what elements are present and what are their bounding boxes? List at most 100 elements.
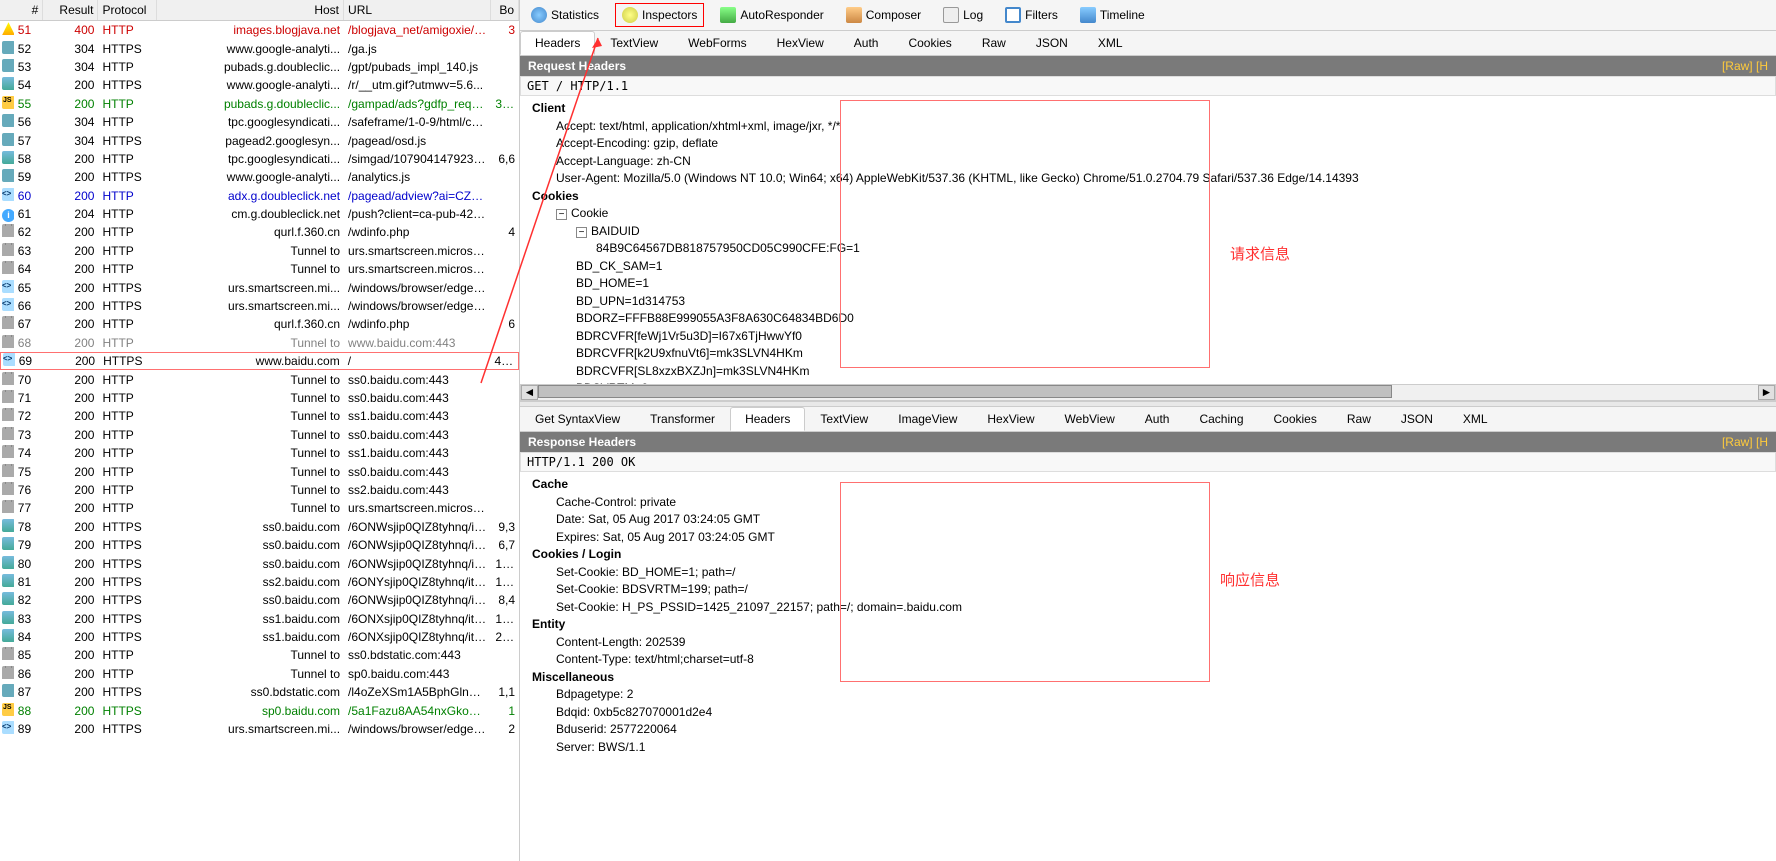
session-row[interactable]: 73200HTTPTunnel toss0.baidu.com:443: [0, 426, 519, 444]
session-row[interactable]: 77200HTTPTunnel tours.smartscreen.micros…: [0, 499, 519, 517]
session-row[interactable]: 56304HTTPtpc.googlesyndicati.../safefram…: [0, 113, 519, 131]
session-row[interactable]: 61204HTTPcm.g.doubleclick.net/push?clien…: [0, 205, 519, 223]
session-protocol: HTTP: [98, 97, 157, 111]
session-row[interactable]: 64200HTTPTunnel tours.smartscreen.micros…: [0, 260, 519, 278]
session-row[interactable]: 85200HTTPTunnel toss0.bdstatic.com:443: [0, 646, 519, 664]
tab-get-syntaxview[interactable]: Get SyntaxView: [520, 407, 635, 431]
tab-raw[interactable]: Raw: [1332, 407, 1386, 431]
lock-icon: [2, 390, 14, 403]
session-row[interactable]: 87200HTTPSss0.bdstatic.com/l4oZeXSm1A5Bp…: [0, 683, 519, 701]
col-host[interactable]: Host: [157, 0, 344, 20]
session-url: /l4oZeXSm1A5BphGlnYG/ic...: [344, 685, 491, 699]
request-headers-content[interactable]: 请求信息 ClientAccept: text/html, applicatio…: [520, 96, 1776, 384]
session-row[interactable]: 68200HTTPTunnel towww.baidu.com:443: [0, 334, 519, 352]
header-link[interactable]: [H: [1756, 435, 1768, 449]
tab-hexview[interactable]: HexView: [972, 407, 1049, 431]
inspectors-button[interactable]: Inspectors: [615, 3, 704, 27]
session-result: 204: [43, 207, 98, 221]
tab-transformer[interactable]: Transformer: [635, 407, 730, 431]
header-link[interactable]: [H: [1756, 59, 1768, 73]
tab-textview[interactable]: TextView: [805, 407, 883, 431]
autoresponder-button[interactable]: AutoResponder: [714, 4, 829, 26]
session-row[interactable]: 54200HTTPSwww.google-analyti.../r/__utm.…: [0, 76, 519, 94]
raw-link[interactable]: [Raw]: [1722, 435, 1753, 449]
session-row[interactable]: 57304HTTPSpagead2.googlesyn.../pagead/os…: [0, 131, 519, 149]
filters-button[interactable]: Filters: [999, 4, 1064, 26]
tab-auth[interactable]: Auth: [839, 31, 894, 55]
scroll-thumb[interactable]: [538, 385, 1392, 398]
session-host: Tunnel to: [157, 336, 344, 350]
tab-headers[interactable]: Headers: [520, 31, 595, 55]
session-row[interactable]: 55200HTTPpubads.g.doubleclic.../gampad/a…: [0, 95, 519, 113]
tab-xml[interactable]: XML: [1448, 407, 1503, 431]
session-protocol: HTTPS: [98, 134, 157, 148]
tab-json[interactable]: JSON: [1386, 407, 1448, 431]
session-protocol: HTTP: [98, 409, 157, 423]
session-row[interactable]: 89200HTTPSurs.smartscreen.mi.../windows/…: [0, 720, 519, 738]
session-row[interactable]: 74200HTTPTunnel toss1.baidu.com:443: [0, 444, 519, 462]
session-row[interactable]: 83200HTTPSss1.baidu.com/6ONXsjip0QIZ8tyh…: [0, 610, 519, 628]
session-row[interactable]: 84200HTTPSss1.baidu.com/6ONXsjip0QIZ8tyh…: [0, 628, 519, 646]
session-row[interactable]: 88200HTTPSsp0.baidu.com/5a1Fazu8AA54nxGk…: [0, 701, 519, 719]
horizontal-scroll[interactable]: ◄ ►: [520, 384, 1776, 401]
session-row[interactable]: 70200HTTPTunnel toss0.baidu.com:443: [0, 370, 519, 388]
session-row[interactable]: 71200HTTPTunnel toss0.baidu.com:443: [0, 389, 519, 407]
session-row[interactable]: 66200HTTPSurs.smartscreen.mi.../windows/…: [0, 297, 519, 315]
statistics-button[interactable]: Statistics: [525, 4, 605, 26]
col-bo[interactable]: Bo: [491, 0, 519, 20]
session-row[interactable]: 69200HTTPSwww.baidu.com/48,5: [0, 352, 519, 370]
session-row[interactable]: 72200HTTPTunnel toss1.baidu.com:443: [0, 407, 519, 425]
session-row[interactable]: 58200HTTPtpc.googlesyndicati.../simgad/1…: [0, 150, 519, 168]
expander-icon[interactable]: −: [556, 209, 567, 220]
session-url: /pagead/adview?ai=CZgP...: [344, 189, 491, 203]
session-row[interactable]: 81200HTTPSss2.baidu.com/6ONYsjip0QIZ8tyh…: [0, 573, 519, 591]
tab-webview[interactable]: WebView: [1050, 407, 1130, 431]
session-row[interactable]: 59200HTTPSwww.google-analyti.../analytic…: [0, 168, 519, 186]
col-url[interactable]: URL: [344, 0, 491, 20]
tab-webforms[interactable]: WebForms: [673, 31, 761, 55]
tab-caching[interactable]: Caching: [1184, 407, 1258, 431]
session-row[interactable]: 53304HTTPpubads.g.doubleclic.../gpt/puba…: [0, 58, 519, 76]
session-row[interactable]: 67200HTTPqurl.f.360.cn/wdinfo.php6: [0, 315, 519, 333]
tab-hexview[interactable]: HexView: [762, 31, 839, 55]
raw-link[interactable]: [Raw]: [1722, 59, 1753, 73]
session-num: 52: [14, 42, 44, 56]
tab-cookies[interactable]: Cookies: [1259, 407, 1332, 431]
session-row[interactable]: 65200HTTPSurs.smartscreen.mi.../windows/…: [0, 278, 519, 296]
session-row[interactable]: 79200HTTPSss0.baidu.com/6ONWsjip0QIZ8tyh…: [0, 536, 519, 554]
scroll-right[interactable]: ►: [1758, 385, 1775, 400]
sessions-list[interactable]: 51400HTTPimages.blogjava.net/blogjava_ne…: [0, 21, 519, 738]
session-row[interactable]: 52304HTTPSwww.google-analyti.../ga.js: [0, 39, 519, 57]
header-line: Server: BWS/1.1: [556, 739, 1768, 757]
timeline-button[interactable]: Timeline: [1074, 4, 1151, 26]
col-num[interactable]: #: [0, 0, 43, 20]
expander-icon[interactable]: −: [576, 227, 587, 238]
session-row[interactable]: 60200HTTPadx.g.doubleclick.net/pagead/ad…: [0, 187, 519, 205]
tab-json[interactable]: JSON: [1021, 31, 1083, 55]
tab-xml[interactable]: XML: [1083, 31, 1138, 55]
session-row[interactable]: 51400HTTPimages.blogjava.net/blogjava_ne…: [0, 21, 519, 39]
col-protocol[interactable]: Protocol: [98, 0, 157, 20]
cookie-key[interactable]: −BAIDUID: [576, 223, 1768, 241]
cookie-node[interactable]: −Cookie: [556, 205, 1768, 223]
session-row[interactable]: 78200HTTPSss0.baidu.com/6ONWsjip0QIZ8tyh…: [0, 518, 519, 536]
log-button[interactable]: Log: [937, 4, 989, 26]
tab-headers[interactable]: Headers: [730, 407, 805, 431]
session-num: 56: [14, 115, 44, 129]
session-row[interactable]: 76200HTTPTunnel toss2.baidu.com:443: [0, 481, 519, 499]
composer-button[interactable]: Composer: [840, 4, 927, 26]
session-row[interactable]: 80200HTTPSss0.baidu.com/6ONWsjip0QIZ8tyh…: [0, 554, 519, 572]
session-row[interactable]: 82200HTTPSss0.baidu.com/6ONWsjip0QIZ8tyh…: [0, 591, 519, 609]
scroll-left[interactable]: ◄: [521, 385, 538, 400]
session-row[interactable]: 75200HTTPTunnel toss0.baidu.com:443: [0, 462, 519, 480]
tab-raw[interactable]: Raw: [967, 31, 1021, 55]
session-row[interactable]: 62200HTTPqurl.f.360.cn/wdinfo.php4: [0, 223, 519, 241]
session-row[interactable]: 86200HTTPTunnel tosp0.baidu.com:443: [0, 665, 519, 683]
tab-textview[interactable]: TextView: [595, 31, 673, 55]
response-headers-content[interactable]: 响应信息 CacheCache-Control: privateDate: Sa…: [520, 472, 1776, 861]
col-result[interactable]: Result: [43, 0, 98, 20]
session-row[interactable]: 63200HTTPTunnel tours.smartscreen.micros…: [0, 242, 519, 260]
tab-cookies[interactable]: Cookies: [893, 31, 966, 55]
tab-auth[interactable]: Auth: [1130, 407, 1185, 431]
tab-imageview[interactable]: ImageView: [883, 407, 972, 431]
